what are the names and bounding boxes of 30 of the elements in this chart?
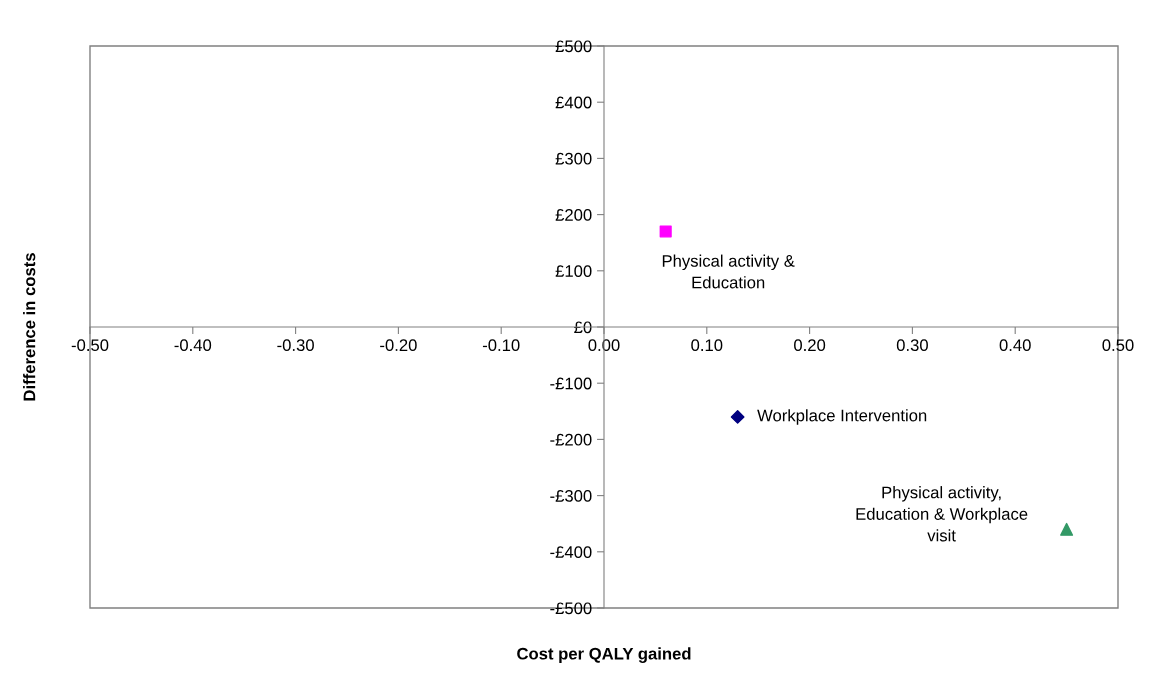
annotation: Workplace Intervention — [757, 409, 927, 425]
x-tick-label: 0.00 — [588, 339, 620, 352]
y-tick-label: £0 — [574, 321, 592, 334]
y-tick-label: -£300 — [550, 490, 592, 502]
x-tick-label: 0.20 — [794, 339, 826, 352]
x-tick-label: -0.40 — [174, 339, 212, 352]
annotation: Physical activity & Education — [662, 254, 795, 289]
x-tick-label: 0.10 — [691, 339, 723, 352]
x-axis-title: Cost per QALY gained — [517, 647, 691, 663]
y-tick-label: £200 — [555, 209, 592, 221]
y-tick-label: -£500 — [550, 602, 592, 615]
y-tick-label: -£400 — [550, 546, 592, 558]
point — [1060, 522, 1074, 536]
y-tick-label: £400 — [555, 96, 592, 109]
annotation: Physical activity, Education & Workplace visit — [856, 486, 1028, 542]
x-tick-label: -0.10 — [482, 339, 520, 352]
x-tick-label: -0.20 — [380, 339, 417, 352]
x-tick-label: 0.30 — [896, 339, 928, 352]
x-tick-label: -0.50 — [71, 339, 109, 352]
y-tick-label: -£200 — [550, 433, 592, 446]
y-tick-label: £500 — [555, 40, 592, 53]
x-tick-label: 0.50 — [1102, 339, 1134, 352]
y-axis-title: Difference in costs — [23, 253, 36, 401]
x-tick-label: 0.40 — [999, 339, 1031, 352]
y-tick-label: £100 — [555, 265, 592, 277]
y-tick-label: -£100 — [550, 377, 592, 390]
y-tick-label: £300 — [555, 152, 592, 165]
x-tick-label: -0.30 — [277, 339, 314, 352]
point — [659, 225, 672, 238]
point — [730, 410, 745, 424]
